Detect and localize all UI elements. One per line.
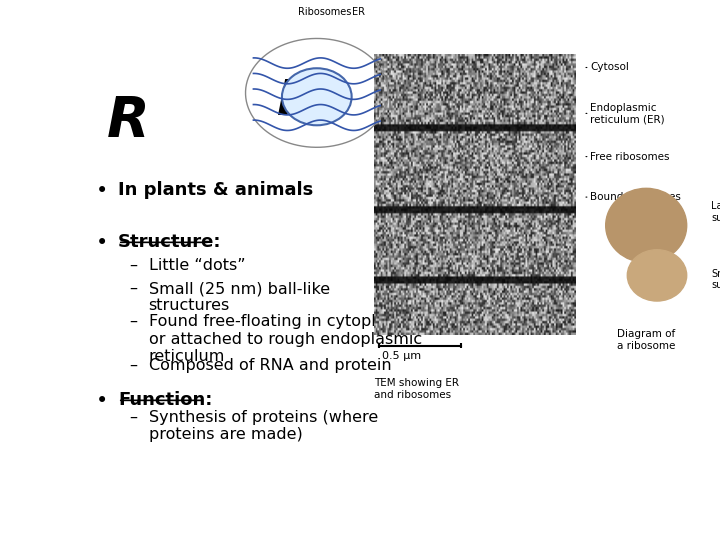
Text: R: R [277, 77, 315, 125]
Text: Composed of RNA and protein: Composed of RNA and protein [148, 358, 391, 373]
Text: Free ribosomes: Free ribosomes [590, 152, 670, 161]
Text: In plants & animals: In plants & animals [118, 181, 313, 199]
Text: Bound ribosomes: Bound ribosomes [590, 192, 681, 202]
Text: –: – [129, 258, 137, 273]
Text: Synthesis of proteins (where
proteins are made): Synthesis of proteins (where proteins ar… [148, 410, 378, 442]
Text: •: • [96, 391, 108, 411]
Text: –: – [129, 410, 137, 425]
Text: Structure:: Structure: [118, 233, 222, 251]
Text: Ribosomes: Ribosomes [298, 7, 351, 17]
Text: R: R [107, 94, 150, 148]
Text: Function:: Function: [118, 391, 212, 409]
Text: •: • [96, 181, 108, 201]
Text: –: – [129, 358, 137, 373]
Text: Endoplasmic
reticulum (ER): Endoplasmic reticulum (ER) [590, 103, 665, 124]
Text: Small
subunit: Small subunit [711, 269, 720, 291]
Text: •: • [96, 233, 108, 253]
Text: Diagram of
a ribosome: Diagram of a ribosome [617, 329, 675, 351]
Text: Large
subunit: Large subunit [711, 201, 720, 223]
Text: Little “dots”: Little “dots” [148, 258, 246, 273]
Ellipse shape [627, 250, 687, 301]
Circle shape [282, 68, 351, 125]
Text: Small (25 nm) ball-like
structures: Small (25 nm) ball-like structures [148, 281, 330, 313]
Text: Cytosol: Cytosol [590, 63, 629, 72]
Text: ER: ER [351, 7, 364, 17]
Text: –: – [129, 314, 137, 329]
Ellipse shape [606, 188, 687, 262]
Text: TEM showing ER
and ribosomes: TEM showing ER and ribosomes [374, 378, 459, 400]
Text: Found free-floating in cytoplasm
or attached to rough endoplasmic
reticulum: Found free-floating in cytoplasm or atta… [148, 314, 422, 364]
Text: –: – [129, 281, 137, 296]
Text: 0.5 μm: 0.5 μm [382, 351, 420, 361]
